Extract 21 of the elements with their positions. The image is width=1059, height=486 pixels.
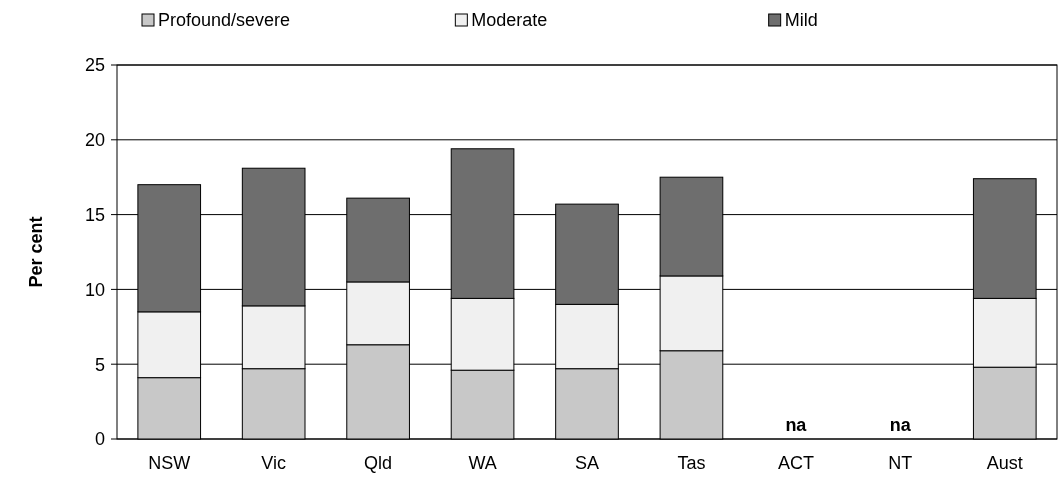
y-tick-label: 15 [84,204,105,225]
annotation: na [889,415,912,435]
y-tick-label: 25 [84,55,105,76]
y-axis-title: Per cent [26,216,46,288]
x-tick-label: ACT [777,453,814,473]
x-tick-label: NT [888,453,913,473]
legend-label: Moderate [471,10,548,31]
legend-label: Mild [784,10,818,31]
x-tick-label: Qld [364,453,393,473]
annotation: na [785,415,808,435]
legend-label: Profound/severe [158,10,291,31]
y-tick-label: 0 [94,429,105,450]
x-tick-label: Aust [986,453,1023,473]
y-tick-label: 5 [94,354,105,375]
y-tick-label: 20 [84,130,105,151]
y-tick-label: 10 [84,279,105,300]
x-tick-label: NSW [148,453,191,473]
x-tick-label: Vic [261,453,287,473]
x-tick-label: SA [574,453,600,473]
x-tick-label: Tas [677,453,706,473]
x-tick-label: WA [468,453,497,473]
